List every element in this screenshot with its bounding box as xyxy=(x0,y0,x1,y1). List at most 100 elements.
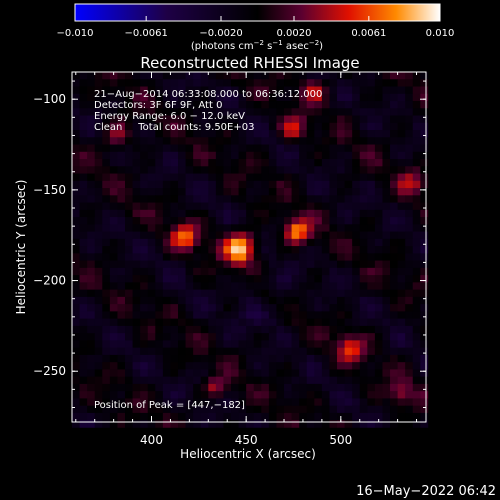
heatmap-cell xyxy=(390,180,398,189)
heatmap-cell xyxy=(344,398,353,406)
heatmap-cell xyxy=(329,253,338,261)
heatmap-cell xyxy=(102,202,111,211)
heatmap-cell xyxy=(125,122,133,131)
colorbar-tick-label: −0.0061 xyxy=(124,28,167,39)
heatmap-cell xyxy=(374,405,383,414)
heatmap-cell xyxy=(412,369,421,377)
heatmap-cell xyxy=(329,311,338,319)
heatmap-cell xyxy=(268,224,277,232)
heatmap-cell xyxy=(352,151,361,160)
heatmap-cell xyxy=(374,333,383,341)
heatmap-cell xyxy=(223,224,232,232)
heatmap-cell xyxy=(397,289,406,298)
heatmap-cell xyxy=(299,311,308,319)
heatmap-cell xyxy=(125,86,133,95)
heatmap-cell xyxy=(374,217,383,225)
heatmap-cell xyxy=(215,151,224,160)
heatmap-cell xyxy=(72,79,80,87)
heatmap-cell xyxy=(329,420,338,428)
heatmap-cell xyxy=(102,122,111,131)
heatmap-cell xyxy=(382,195,391,203)
heatmap-cell xyxy=(405,325,414,334)
heatmap-cell xyxy=(321,159,330,167)
heatmap-cell xyxy=(238,137,247,145)
heatmap-cell xyxy=(72,209,80,218)
heatmap-cell xyxy=(109,115,118,124)
heatmap-cell xyxy=(178,383,186,392)
heatmap-cell xyxy=(79,202,88,211)
heatmap-cell xyxy=(94,391,103,399)
heatmap-cell xyxy=(147,209,156,218)
heatmap-cell xyxy=(253,180,262,189)
heatmap-cell xyxy=(147,195,156,203)
heatmap-cell xyxy=(147,217,156,225)
heatmap-cell xyxy=(102,362,111,370)
heatmap-cell xyxy=(359,224,368,232)
heatmap-cell xyxy=(109,253,118,261)
heatmap-cell xyxy=(344,151,353,160)
heatmap-cell xyxy=(79,296,88,305)
heatmap-cell xyxy=(329,267,338,276)
heatmap-cell xyxy=(147,137,156,145)
heatmap-cell xyxy=(284,275,292,283)
heatmap-cell xyxy=(314,304,323,312)
heatmap-cell xyxy=(125,202,133,211)
heatmap-cell xyxy=(223,202,232,211)
heatmap-cell xyxy=(170,101,179,109)
heatmap-cell xyxy=(337,376,345,385)
heatmap-cell xyxy=(132,202,141,211)
heatmap-cell xyxy=(208,93,217,102)
heatmap-cell xyxy=(72,180,80,189)
heatmap-cell xyxy=(215,224,224,232)
heatmap-cell xyxy=(223,391,232,399)
heatmap-cell xyxy=(359,93,368,102)
heatmap-cell xyxy=(314,86,323,95)
heatmap-cell xyxy=(87,122,96,131)
heatmap-cell xyxy=(72,101,80,109)
heatmap-cell xyxy=(321,224,330,232)
heatmap-cell xyxy=(147,318,156,327)
heatmap-cell xyxy=(246,224,255,232)
heatmap-cell xyxy=(223,93,232,102)
heatmap-cell xyxy=(397,101,406,109)
heatmap-cell xyxy=(147,122,156,131)
heatmap-cell xyxy=(412,195,421,203)
heatmap-cell xyxy=(291,383,300,392)
heatmap-cell xyxy=(314,383,323,392)
heatmap-cell xyxy=(253,362,262,370)
heatmap-cell xyxy=(397,333,406,341)
heatmap-cell xyxy=(147,275,156,283)
heatmap-cell xyxy=(321,289,330,298)
heatmap-cell xyxy=(215,115,224,124)
heatmap-cell xyxy=(397,296,406,305)
heatmap-cell xyxy=(238,101,247,109)
heatmap-cell xyxy=(284,93,292,102)
heatmap-cell xyxy=(140,195,149,203)
heatmap-cell xyxy=(374,188,383,196)
heatmap-cell xyxy=(344,282,353,290)
heatmap-cell xyxy=(268,253,277,261)
heatmap-cell xyxy=(94,86,103,95)
heatmap-cell xyxy=(284,246,292,254)
heatmap-cell xyxy=(102,209,111,218)
heatmap-cell xyxy=(246,347,255,356)
heatmap-cell xyxy=(94,405,103,414)
heatmap-cell xyxy=(405,333,414,341)
heatmap-cell xyxy=(344,115,353,124)
heatmap-cell xyxy=(420,93,429,102)
heatmap-cell xyxy=(223,376,232,385)
heatmap-cell xyxy=(79,289,88,298)
heatmap-cell xyxy=(397,166,406,174)
heatmap-cell xyxy=(178,398,186,406)
heatmap-cell xyxy=(306,296,315,305)
heatmap-cell xyxy=(140,115,149,124)
heatmap-cell xyxy=(162,311,171,319)
heatmap-cell xyxy=(155,209,164,218)
heatmap-cell xyxy=(193,159,202,167)
heatmap-cell xyxy=(314,101,323,109)
heatmap-cell xyxy=(109,72,118,80)
heatmap-cell xyxy=(140,369,149,377)
heatmap-cell xyxy=(231,340,239,348)
heatmap-cell xyxy=(87,217,96,225)
heatmap-cell xyxy=(208,398,217,406)
